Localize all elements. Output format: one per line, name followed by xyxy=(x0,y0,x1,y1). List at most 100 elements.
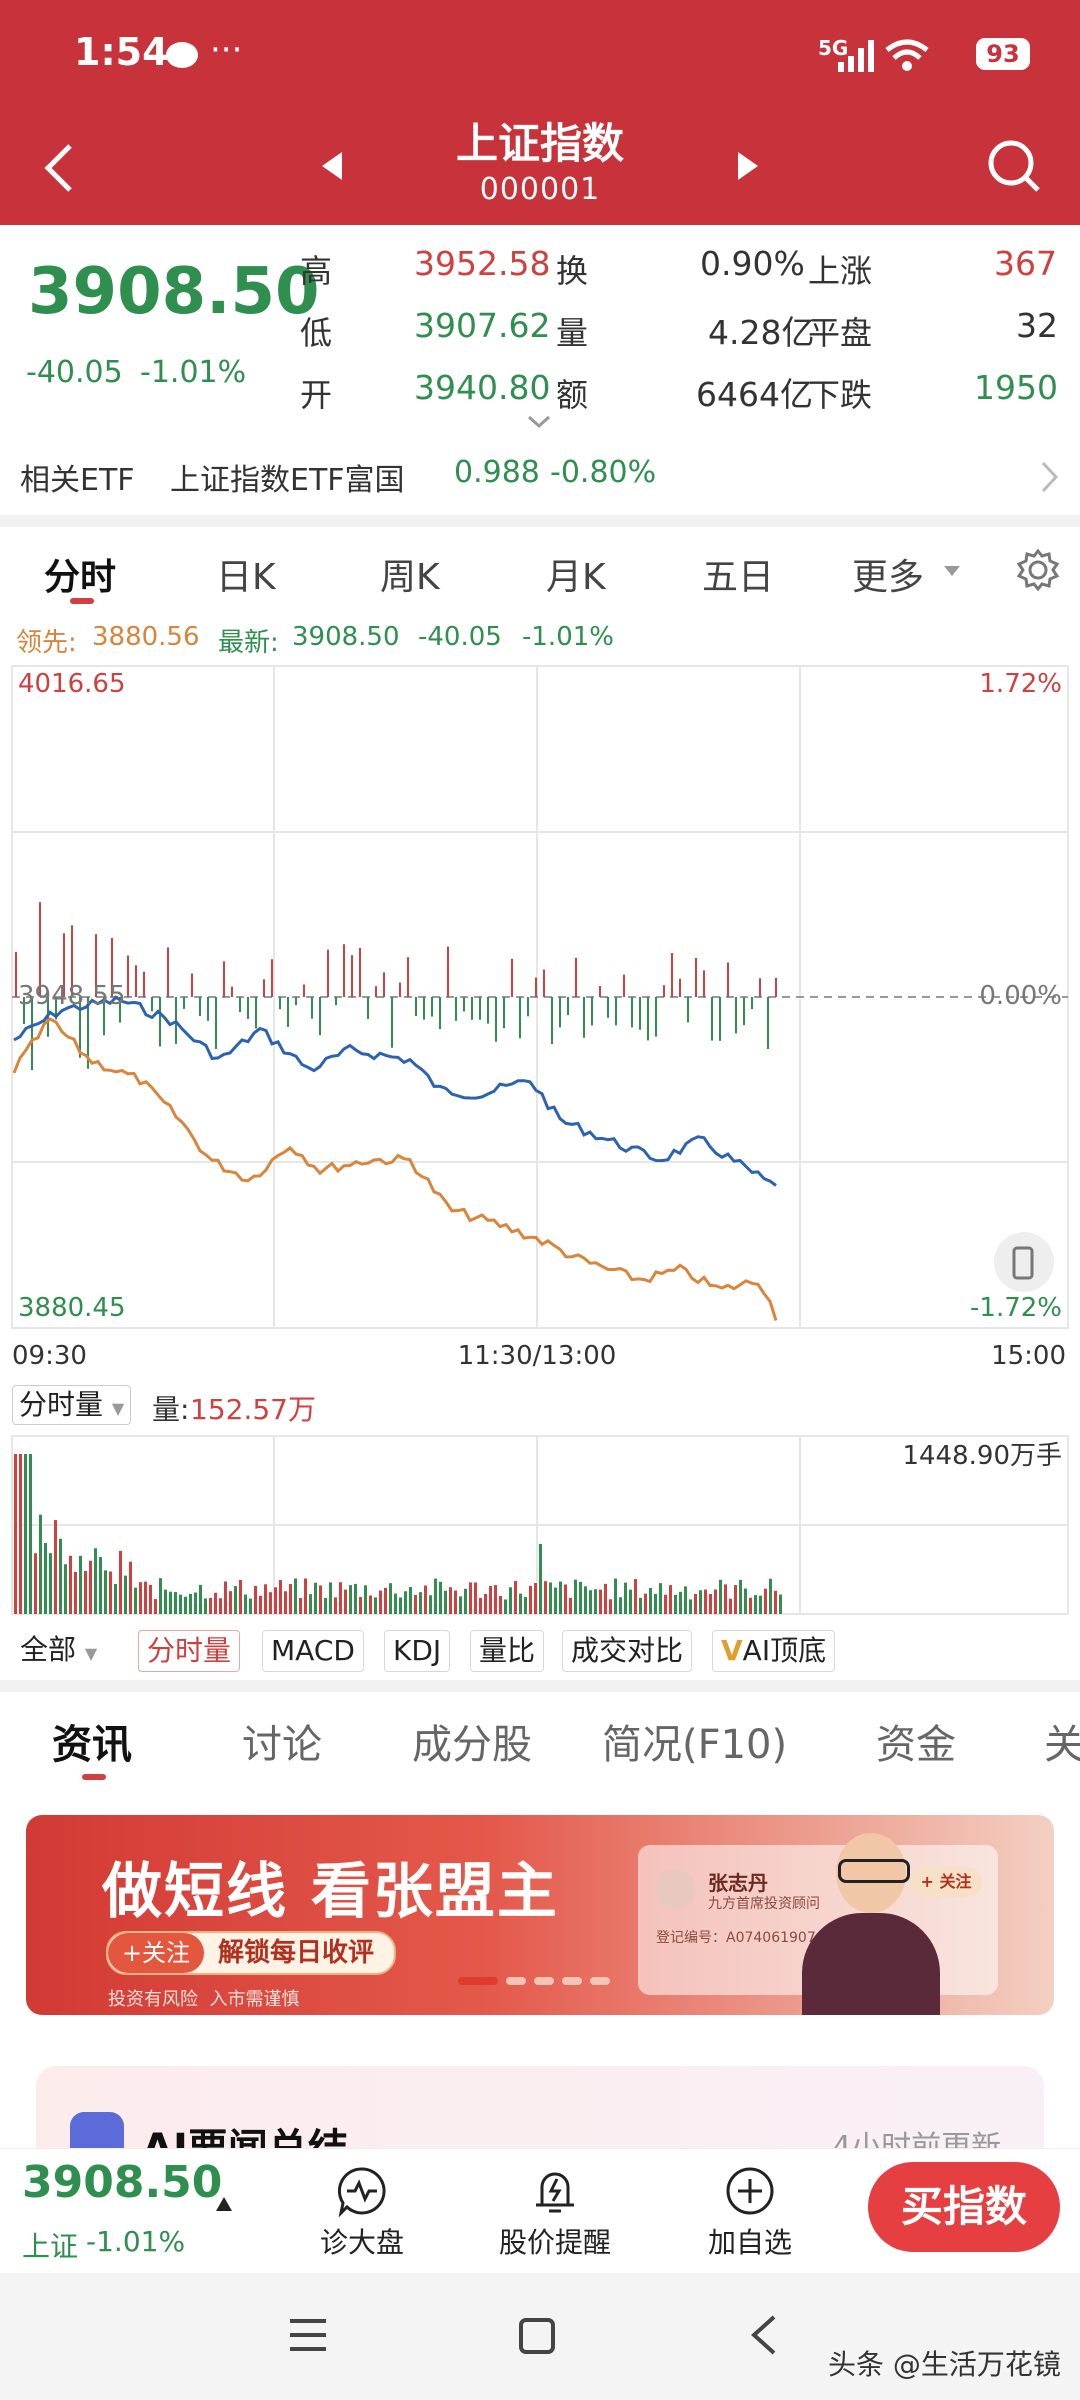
tab-daily-k[interactable]: 日K xyxy=(216,557,276,598)
pct-bottom-label: -1.72% xyxy=(970,1293,1062,1323)
lead-value: 3880.56 xyxy=(92,622,200,652)
dropdown-caret-icon xyxy=(944,566,960,576)
volume-bar xyxy=(329,1582,332,1614)
volume-bar xyxy=(174,1592,177,1614)
home-nav-icon[interactable] xyxy=(518,2317,556,2355)
volume-bar xyxy=(479,1597,482,1614)
profile-name: 张志丹 xyxy=(708,1871,768,1895)
back-icon[interactable] xyxy=(40,140,80,196)
volume-bar xyxy=(704,1589,707,1614)
latest-label: 最新: xyxy=(218,628,279,658)
tab-weekly-k[interactable]: 周K xyxy=(380,557,440,598)
volume-bar xyxy=(514,1581,517,1614)
volume-bar xyxy=(284,1591,287,1614)
volume-bar xyxy=(534,1583,537,1614)
tab-f10[interactable]: 简况(F10) xyxy=(602,1722,788,1768)
volume-bar xyxy=(769,1578,772,1614)
volume-bar xyxy=(669,1585,672,1614)
chart-grid xyxy=(11,665,1069,1615)
etf-name[interactable]: 上证指数ETF富国 xyxy=(170,463,405,498)
tab-five-day[interactable]: 五日 xyxy=(702,557,775,598)
flat-value: 32 xyxy=(1016,306,1058,345)
volume-bar xyxy=(79,1555,82,1614)
latest-change: -40.05 xyxy=(418,622,502,652)
volume-label: 量 xyxy=(556,314,589,352)
x-label-open: 09:30 xyxy=(12,1341,87,1371)
volume-bar xyxy=(729,1598,732,1614)
stock-code: 000001 xyxy=(479,172,601,207)
tab-funds[interactable]: 资金 xyxy=(876,1722,956,1768)
indicator-all[interactable]: 全部 ▼ xyxy=(12,1630,106,1670)
volume-bar xyxy=(739,1579,742,1614)
volume-bar xyxy=(119,1550,122,1614)
tab-discussion[interactable]: 讨论 xyxy=(242,1722,322,1768)
volume-bar xyxy=(49,1553,52,1614)
back-nav-icon[interactable] xyxy=(748,2313,778,2357)
rotate-screen-button[interactable] xyxy=(994,1232,1054,1292)
price-alert-button[interactable]: 股价提醒 xyxy=(490,2165,620,2265)
volume-bar xyxy=(564,1584,567,1614)
volume-bar xyxy=(674,1594,677,1614)
volume-bar xyxy=(34,1553,37,1614)
volume-bar xyxy=(374,1597,377,1614)
volume-bar xyxy=(454,1590,457,1614)
prev-stock-icon[interactable] xyxy=(320,150,344,182)
volume-bar xyxy=(384,1587,387,1614)
menu-nav-icon[interactable] xyxy=(288,2317,328,2353)
tab-monthly-k[interactable]: 月K xyxy=(546,557,606,598)
volume-label: 量: xyxy=(152,1393,190,1426)
volume-bar xyxy=(649,1588,652,1614)
volume-bar xyxy=(349,1585,352,1614)
caret-icon: ▼ xyxy=(84,1644,98,1663)
bottom-pct: -1.01% xyxy=(86,2225,186,2258)
volume-bar xyxy=(14,1454,17,1614)
indicator-trade-compare[interactable]: 成交对比 xyxy=(562,1630,693,1672)
indicator-ai-top-bottom[interactable]: VAI顶底 xyxy=(712,1630,836,1672)
amount-value: 6464亿 xyxy=(696,375,813,414)
volume-bar xyxy=(124,1575,127,1614)
expand-chevron-icon[interactable] xyxy=(526,414,552,430)
banner-headline: 做短线 看张盟主 xyxy=(102,1857,559,1927)
next-stock-icon[interactable] xyxy=(736,150,760,182)
search-icon[interactable] xyxy=(986,138,1042,194)
volume-selector[interactable]: 分时量 ▼ xyxy=(12,1385,132,1425)
volume-bar xyxy=(489,1585,492,1614)
tab-intraday[interactable]: 分时 xyxy=(44,557,117,598)
intraday-chart[interactable]: 4016.65 3948.55 3880.45 1.72% 0.00% -1.7… xyxy=(0,600,1080,1630)
volume-bar xyxy=(339,1582,342,1614)
volume-bar xyxy=(389,1583,392,1614)
settings-gear-icon[interactable] xyxy=(1016,548,1060,592)
volume-bar xyxy=(234,1586,237,1614)
banner-follow-pill[interactable]: +关注 解锁每日收评 xyxy=(106,1931,396,1975)
indicator-volume-ratio[interactable]: 量比 xyxy=(470,1630,545,1672)
network-label: 5G xyxy=(818,36,849,60)
up-label: 上涨 xyxy=(808,252,873,290)
diagnose-market-button[interactable]: 诊大盘 xyxy=(312,2165,412,2265)
volume-bar xyxy=(639,1597,642,1614)
volume-bar xyxy=(379,1590,382,1614)
tab-components[interactable]: 成分股 xyxy=(412,1722,532,1768)
flat-label: 平盘 xyxy=(808,314,873,352)
volume-bar xyxy=(589,1590,592,1614)
volume-bar xyxy=(714,1589,717,1614)
battery-indicator: 93 xyxy=(976,38,1030,70)
indicator-macd[interactable]: MACD xyxy=(262,1630,364,1672)
volume-bar xyxy=(289,1584,292,1614)
volume-bar xyxy=(189,1593,192,1614)
watermark: 头条 @生活万花镜 xyxy=(828,2348,1061,2381)
promo-banner[interactable]: 做短线 看张盟主 +关注 解锁每日收评 投资有风险 入市需谨慎 张志丹 九方首席… xyxy=(26,1815,1054,2015)
signal-icon xyxy=(838,40,874,72)
indicator-kdj[interactable]: KDJ xyxy=(384,1630,451,1672)
profile-follow-button[interactable]: + 关注 xyxy=(910,1867,982,1897)
latest-pct: -1.01% xyxy=(522,622,614,652)
tab-more-news[interactable]: 关 xyxy=(1044,1722,1080,1768)
volume-bar xyxy=(399,1597,402,1614)
tab-news[interactable]: 资讯 xyxy=(52,1722,132,1768)
tab-more[interactable]: 更多 xyxy=(852,557,925,598)
add-watchlist-button[interactable]: 加自选 xyxy=(700,2165,800,2265)
low-value: 3907.62 xyxy=(414,306,551,345)
buy-index-button[interactable]: 买指数 xyxy=(868,2162,1060,2252)
indicator-volume[interactable]: 分时量 xyxy=(138,1630,241,1672)
chevron-right-icon[interactable] xyxy=(1040,460,1060,494)
volume-bar xyxy=(689,1599,692,1614)
